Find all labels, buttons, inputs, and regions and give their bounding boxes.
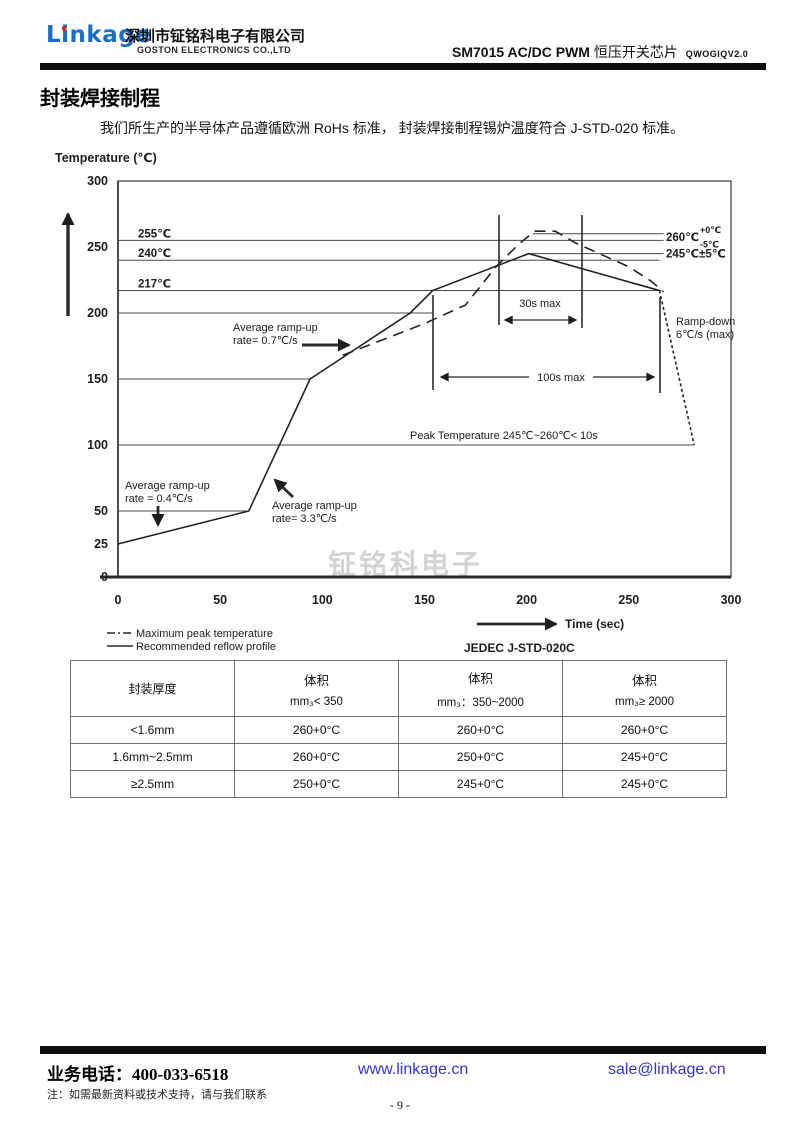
package-table: 封装厚度 体积 mm₃< 350 体积 mm₃：350~2000 体积 mm₃≥ 2000 <… [70, 660, 727, 798]
y-tick-label: 50 [94, 504, 108, 518]
cell-temp: 260+0°C [234, 743, 399, 771]
col-header-volume-2: 体积 mm₃≥ 2000 [562, 660, 727, 717]
annotation-ramp07: Average ramp-up [233, 322, 318, 334]
footer-note: 注：如需最新资料或技术支持，请与我们联系 [47, 1089, 267, 1101]
reference-line-label: 217℃ [138, 279, 171, 291]
annotation-peak-time: Peak Temperature 245℃~260℃< 10s [410, 430, 598, 442]
col-header-volume-1: 体积 mm₃：350~2000 [398, 660, 563, 717]
doc-code: QWOGIQV2.0 [685, 49, 749, 59]
y-tick-label: 0 [101, 570, 108, 584]
company-name-en: GOSTON ELECTRONICS CO.,LTD [137, 45, 292, 55]
col-header-volume-0: 体积 mm₃< 350 [234, 660, 399, 717]
doc-title-model: SM7015 AC/DC PWM [452, 44, 590, 60]
doc-title: SM7015 AC/DC PWM 恒压开关芯片 QWOGIQV2.0 [452, 42, 748, 62]
logo-i-dot [61, 26, 67, 31]
x-axis-title: Time (sec) [565, 617, 624, 631]
limit-label-plus0: +0℃ [700, 225, 721, 235]
y-tick-label: 100 [87, 438, 108, 452]
limit-label-minus5: -5℃ [700, 239, 719, 249]
cell-thickness: ≥2.5mm [70, 770, 235, 798]
annotation-ramp04: Average ramp-up [125, 480, 210, 492]
reference-line-label: 240℃ [138, 248, 171, 260]
x-tick-label: 150 [414, 593, 435, 607]
series-dotted [658, 290, 696, 446]
annotation-ramp04: rate = 0.4℃/s [125, 493, 193, 505]
limit-label-245: 245℃±5℃ [666, 249, 726, 261]
cell-temp: 250+0°C [234, 770, 399, 798]
cell-temp: 260+0°C [398, 716, 563, 744]
website-link[interactable]: www.linkage.cn [358, 1061, 469, 1078]
intro-paragraph: 我们所生产的半导体产品遵循欧洲 RoHs 标准， 封装焊接制程锡炉温度符合 J-… [100, 120, 685, 136]
series-solid [117, 252, 660, 545]
watermark: 钲铭科电子 [328, 549, 484, 580]
y-tick-label: 250 [87, 240, 108, 254]
limit-label-260: 260℃ [666, 232, 699, 244]
x-tick-label: 100 [312, 593, 333, 607]
series-dashed [342, 230, 665, 356]
header-rule [40, 63, 766, 70]
company-name: 深圳市钲铭科电子有限公司 [125, 28, 306, 45]
annotation-ramp-down: Ramp-down [676, 316, 735, 328]
email-link[interactable]: sale@linkage.cn [608, 1061, 726, 1078]
annotation-ramp-down: 6℃/s (max) [676, 329, 734, 341]
table-row: 1.6mm~2.5mm 260+0°C 250+0°C 245+0°C [70, 743, 727, 771]
jedec-label: JEDEC J-STD-020C [464, 641, 575, 655]
x-tick-label: 200 [516, 593, 537, 607]
cell-temp: 260+0°C [234, 716, 399, 744]
y-tick-label: 300 [87, 174, 108, 188]
col-header-thickness: 封装厚度 [70, 660, 235, 717]
service-phone: 业务电话：400-033-6518 [47, 1065, 229, 1084]
x-tick-label: 300 [721, 593, 742, 607]
y-tick-label: 200 [87, 306, 108, 320]
y-tick-label: 150 [87, 372, 108, 386]
table-row: <1.6mm 260+0°C 260+0°C 260+0°C [70, 716, 727, 744]
annotation-100s-max: 100s max [537, 372, 585, 384]
package-reflow-table: 封装厚度 体积 mm₃< 350 体积 mm₃：350~2000 体积 mm₃≥ 2000 <… [70, 660, 727, 798]
legend-label: Recommended reflow profile [136, 641, 276, 653]
section-title: 封装焊接制程 [40, 88, 160, 110]
annotation-ramp07: rate= 0.7℃/s [233, 335, 298, 347]
annotation-ramp33: rate= 3.3℃/s [272, 513, 337, 525]
y-axis-title: Temperature (℃) [55, 151, 157, 165]
x-tick-label: 50 [213, 593, 227, 607]
cell-temp: 245+0°C [562, 770, 727, 798]
cell-temp: 245+0°C [562, 743, 727, 771]
y-tick-label: 25 [94, 537, 108, 551]
cell-temp: 260+0°C [562, 716, 727, 744]
cell-thickness: <1.6mm [70, 716, 235, 744]
doc-title-cn: 恒压开关芯片 [593, 44, 678, 60]
legend-label: Maximum peak temperature [136, 628, 273, 640]
x-tick-label: 250 [618, 593, 639, 607]
x-tick-label: 0 [115, 593, 122, 607]
annotation-ramp33: Average ramp-up [272, 500, 357, 512]
page-number: - 9 - [390, 1098, 410, 1112]
cell-temp: 245+0°C [398, 770, 563, 798]
cell-thickness: 1.6mm~2.5mm [70, 743, 235, 771]
table-row: ≥2.5mm 250+0°C 245+0°C 245+0°C [70, 770, 727, 798]
linkage-logo: Linkage [46, 22, 151, 48]
cell-temp: 250+0°C [398, 743, 563, 771]
ramp33-arrow [273, 478, 294, 499]
annotation-30s-max: 30s max [519, 298, 561, 310]
reference-line-label: 255℃ [138, 228, 171, 240]
footer-rule [40, 1046, 766, 1054]
